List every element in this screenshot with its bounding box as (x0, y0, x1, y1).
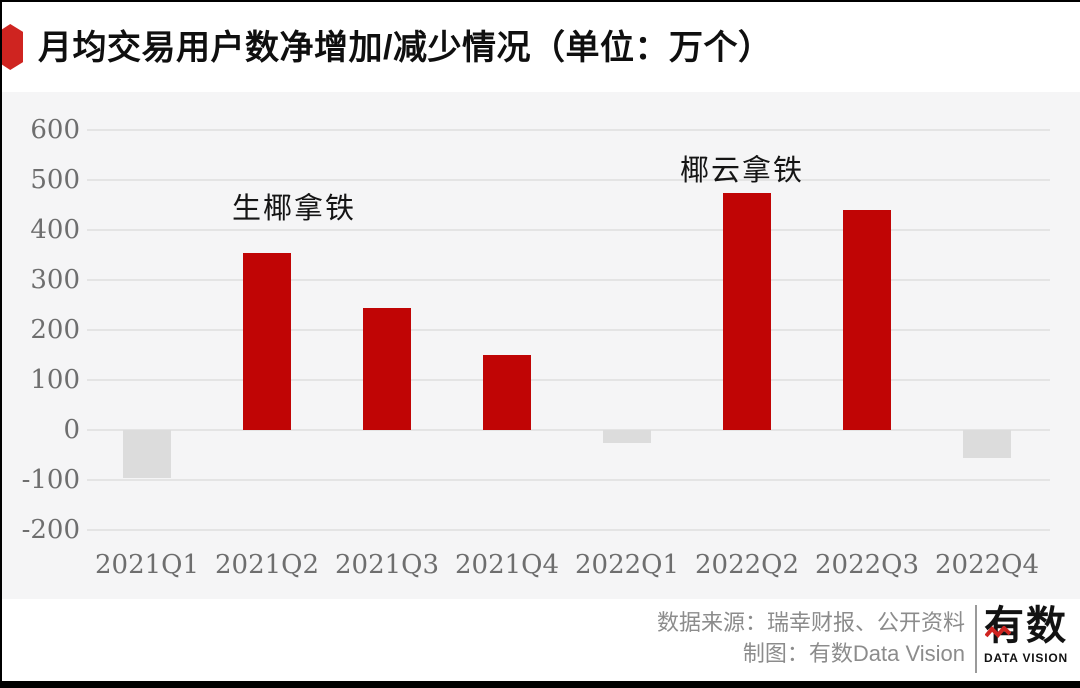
gridline-200 (87, 329, 1050, 331)
y-axis-tick-label: 400 (30, 215, 80, 245)
gridline--100 (87, 479, 1050, 481)
gridline-500 (87, 179, 1050, 181)
y-axis-tick-label: -200 (21, 515, 80, 545)
bar-2022Q1 (603, 430, 651, 443)
bottom-black-bar (2, 681, 1080, 688)
x-axis-tick-label: 2021Q4 (454, 550, 560, 580)
bar-2021Q1 (123, 430, 171, 478)
gridline-0 (87, 429, 1050, 431)
logo-en-text: DATA VISION (984, 651, 1068, 665)
y-axis-tick-label: 200 (30, 315, 80, 345)
logo-zigzag-icon (985, 626, 1011, 638)
bar-2021Q4 (483, 355, 531, 430)
bar-2022Q2 (723, 192, 771, 430)
bar-annotation: 生椰拿铁 (231, 193, 357, 225)
data-vision-logo: 有数 DATA VISION (980, 601, 1072, 665)
red-ribbon-icon (2, 24, 23, 70)
credit-line: 制图：有数Data Vision (742, 641, 965, 666)
y-axis-tick-label: 300 (30, 265, 80, 295)
y-axis-tick-label: 0 (63, 415, 80, 445)
y-axis-tick-label: -100 (21, 465, 80, 495)
x-axis-tick-label: 2021Q2 (214, 550, 320, 580)
x-axis-tick-label: 2021Q1 (94, 550, 200, 580)
data-source-line: 数据来源：瑞幸财报、公开资料 (656, 610, 965, 635)
bar-chart-plot-area: 600 500 400 300 200 100 0 -100 -200 2021Q1 2021Q2 2… (2, 92, 1080, 599)
chart-title: 月均交易用户数净增加/减少情况（单位：万个） (38, 29, 773, 67)
y-axis-tick-label: 100 (30, 365, 80, 395)
y-axis-tick-label: 500 (30, 165, 80, 195)
chart-header: 月均交易用户数净增加/减少情况（单位：万个） (2, 2, 1080, 92)
source-credits: 数据来源：瑞幸财报、公开资料 制图：有数Data Vision (657, 607, 965, 669)
x-axis-tick-label: 2022Q4 (934, 550, 1040, 580)
bar-annotation: 椰云拿铁 (679, 155, 805, 187)
x-axis-tick-label: 2022Q3 (814, 550, 920, 580)
gridline-600 (87, 129, 1050, 131)
bar-2021Q3 (363, 307, 411, 430)
gridline-300 (87, 279, 1050, 281)
logo-cn-glyphs: 有数 (984, 604, 1068, 648)
x-axis-tick-label: 2022Q2 (694, 550, 800, 580)
gridline-100 (87, 379, 1050, 381)
gridline-400 (87, 229, 1050, 231)
y-axis-tick-label: 600 (30, 115, 80, 145)
bar-2022Q4 (963, 430, 1011, 458)
x-axis-tick-label: 2021Q3 (334, 550, 440, 580)
chart-footer: 数据来源：瑞幸财报、公开资料 制图：有数Data Vision 有数 DATA … (2, 599, 1080, 683)
x-axis-tick-label: 2022Q1 (574, 550, 680, 580)
footer-divider (975, 605, 977, 673)
gridline--200 (87, 529, 1050, 531)
bar-2022Q3 (843, 210, 891, 430)
bar-2021Q2 (243, 252, 291, 430)
logo-cn-text: 有数 (980, 601, 1072, 651)
